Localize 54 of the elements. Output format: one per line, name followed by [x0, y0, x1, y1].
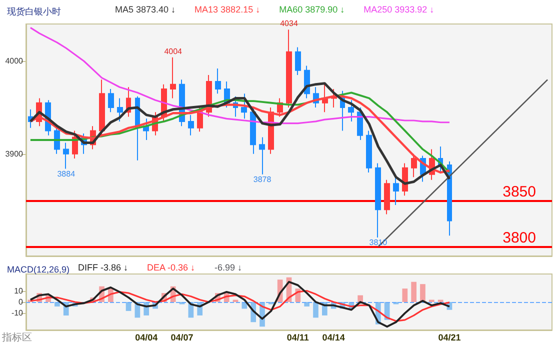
candlestick: [197, 107, 203, 132]
annotation: 4034: [280, 19, 298, 28]
candlestick: [286, 29, 292, 108]
candlestick: [447, 160, 452, 236]
line-series: [30, 290, 450, 322]
line-series: [30, 280, 450, 328]
annotation: 3878: [253, 174, 272, 184]
chart-title: 现货白银小时: [7, 6, 61, 16]
candlestick: [108, 88, 114, 113]
candlestick: [366, 130, 372, 173]
text: -6.99 ↓: [214, 262, 242, 272]
annotation: 3884: [57, 169, 76, 178]
text: MA250 3933.92 ↓: [364, 4, 434, 14]
candlestick: [170, 56, 176, 99]
x-tick-label: 04/11: [286, 332, 309, 342]
y-tick-label: 0: [18, 298, 24, 306]
candlestick: [250, 107, 256, 154]
y-tick-label: 4000: [5, 56, 24, 66]
y-tick-label: 10: [14, 286, 24, 296]
x-tick-label: 04/14: [322, 332, 345, 342]
candlestick: [63, 142, 69, 170]
candlestick: [241, 93, 247, 120]
x-tick-label: 04/04: [135, 332, 158, 342]
x-tick-label: 04/21: [438, 332, 461, 342]
y-tick-label: 3900: [5, 149, 24, 158]
bar: [313, 302, 318, 318]
candlestick: [295, 46, 301, 76]
text: 指标区: [1, 332, 32, 344]
bar: [402, 288, 408, 302]
text: MA60 3879.90 ↓: [279, 4, 345, 14]
annotation: 4004: [164, 46, 183, 56]
text: MA13 3882.15 ↓: [194, 4, 260, 14]
line-series: [29, 82, 451, 185]
ref-line-label: 3800: [502, 230, 536, 247]
line-series: [30, 26, 450, 124]
candlestick: [375, 162, 381, 238]
candlestick: [348, 100, 354, 122]
candlestick: [393, 176, 399, 206]
bar: [358, 295, 363, 302]
candlestick: [384, 179, 390, 215]
bar: [420, 284, 426, 302]
x-tick-label: 04/07: [170, 332, 194, 342]
y-tick-label: -10: [11, 308, 24, 318]
candlestick: [357, 107, 363, 140]
bar: [411, 282, 416, 302]
text: DEA -0.36 ↓: [147, 262, 196, 272]
candlestick: [188, 114, 194, 136]
candlestick: [117, 98, 123, 122]
text: MA5 3873.40 ↓: [115, 4, 176, 14]
candlestick: [215, 68, 221, 94]
ref-line-label: 3850: [502, 183, 536, 200]
text: DIFF -3.86 ↓: [78, 262, 128, 272]
chart-title: MACD(12,26,9): [7, 264, 70, 274]
candlestick: [259, 136, 265, 175]
